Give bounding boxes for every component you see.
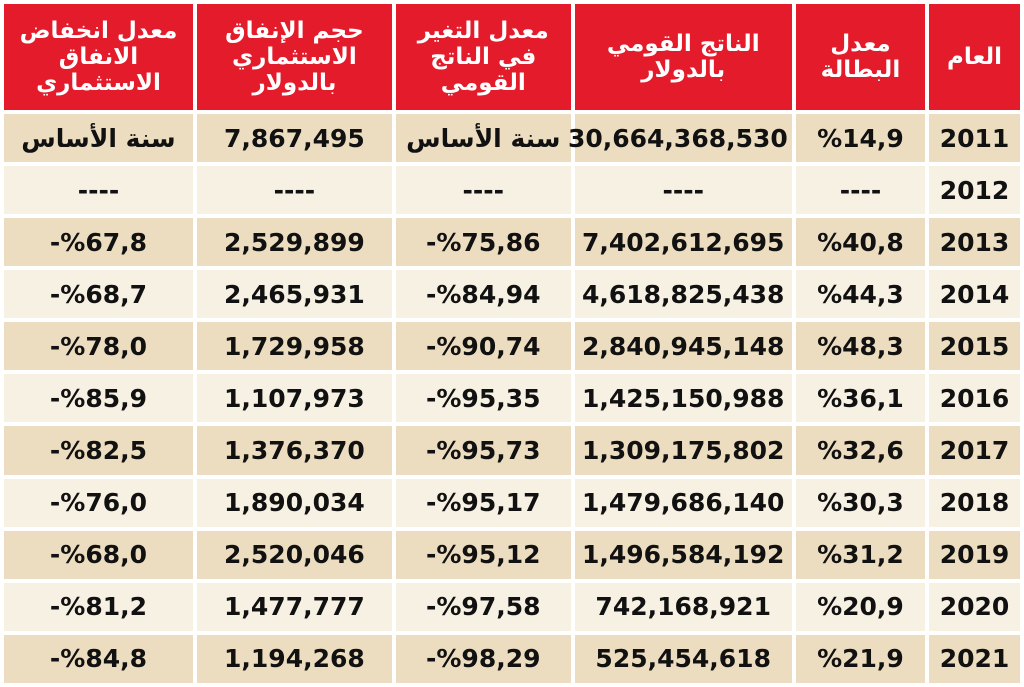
investment-decline-cell: %67,8- xyxy=(4,218,193,267)
table-row: 2017 %32,6 1,309,175,802 %95,73- 1,376,370 %8… xyxy=(4,426,1020,475)
gdp-change-cell: سنة الأساس xyxy=(395,114,571,163)
unemployment-cell: %30,3 xyxy=(795,478,926,527)
year-cell: 2013 xyxy=(929,218,1020,267)
gdp-cell: 2,840,945,148 xyxy=(574,322,792,371)
table-row: 2018 %30,3 1,479,686,140 %95,17- 1,890,034 %7… xyxy=(4,478,1020,527)
gdp-cell: 1,309,175,802 xyxy=(574,426,792,475)
investment-decline-cell: %81,2- xyxy=(4,582,193,631)
year-cell: 2012 xyxy=(929,166,1020,215)
header-row: العام معدل البطالة الناتج القومي بالدولا… xyxy=(4,4,1020,110)
investment-cell: ---- xyxy=(196,166,392,215)
year-cell: 2015 xyxy=(929,322,1020,371)
investment-decline-cell: %85,9- xyxy=(4,374,193,423)
gdp-cell: 7,402,612,695 xyxy=(574,218,792,267)
table-row: 2016 %36,1 1,425,150,988 %95,35- 1,107,973 %8… xyxy=(4,374,1020,423)
investment-decline-cell: %68,0- xyxy=(4,530,193,579)
gdp-change-cell: %95,35- xyxy=(395,374,571,423)
year-cell: 2020 xyxy=(929,582,1020,631)
unemployment-cell: %21,9 xyxy=(795,634,926,683)
investment-decline-cell: %84,8- xyxy=(4,634,193,683)
unemployment-cell: %32,6 xyxy=(795,426,926,475)
unemployment-cell: %48,3 xyxy=(795,322,926,371)
gdp-change-cell: %95,17- xyxy=(395,478,571,527)
investment-decline-cell: %76,0- xyxy=(4,478,193,527)
gdp-cell: 4,618,825,438 xyxy=(574,270,792,319)
investment-cell: 2,520,046 xyxy=(196,530,392,579)
gdp-change-cell: %75,86- xyxy=(395,218,571,267)
unemployment-cell: %40,8 xyxy=(795,218,926,267)
unemployment-cell: ---- xyxy=(795,166,926,215)
year-cell: 2011 xyxy=(929,114,1020,163)
year-cell: 2017 xyxy=(929,426,1020,475)
header-unemployment-rate: معدل البطالة xyxy=(795,4,926,110)
year-cell: 2019 xyxy=(929,530,1020,579)
investment-cell: 1,194,268 xyxy=(196,634,392,683)
investment-cell: 2,465,931 xyxy=(196,270,392,319)
header-investment-decline-rate: معدل انخفاض الانفاق الاستثماري xyxy=(4,4,193,110)
header-year: العام xyxy=(929,4,1020,110)
gdp-change-cell: %98,29- xyxy=(395,634,571,683)
investment-cell: 1,890,034 xyxy=(196,478,392,527)
gdp-change-cell: ---- xyxy=(395,166,571,215)
investment-cell: 7,867,495 xyxy=(196,114,392,163)
table-row: 2021 %21,9 525,454,618 %98,29- 1,194,268 %84,… xyxy=(4,634,1020,683)
investment-cell: 1,376,370 xyxy=(196,426,392,475)
table-row: 2020 %20,9 742,168,921 %97,58- 1,477,777 %81,… xyxy=(4,582,1020,631)
gdp-change-cell: %95,73- xyxy=(395,426,571,475)
gdp-cell: ---- xyxy=(574,166,792,215)
gdp-change-cell: %84,94- xyxy=(395,270,571,319)
gdp-change-cell: %90,74- xyxy=(395,322,571,371)
table-header: العام معدل البطالة الناتج القومي بالدولا… xyxy=(4,4,1020,110)
gdp-cell: 1,496,584,192 xyxy=(574,530,792,579)
gdp-cell: 30,664,368,530 xyxy=(568,114,792,163)
table-row: 2019 %31,2 1,496,584,192 %95,12- 2,520,046 %6… xyxy=(4,530,1020,579)
unemployment-cell: %20,9 xyxy=(795,582,926,631)
investment-cell: 1,477,777 xyxy=(196,582,392,631)
year-cell: 2016 xyxy=(929,374,1020,423)
table-row: 2012 ---- ---- ---- ---- ---- xyxy=(4,166,1020,215)
unemployment-cell: %44,3 xyxy=(795,270,926,319)
table-row: 2014 %44,3 4,618,825,438 %84,94- 2,465,931 %6… xyxy=(4,270,1020,319)
gdp-cell: 1,425,150,988 xyxy=(574,374,792,423)
unemployment-cell: %36,1 xyxy=(795,374,926,423)
unemployment-cell: %14,9 xyxy=(795,114,926,163)
table-body: 2011 %14,9 30,664,368,530 سنة الأساس 7,867,4… xyxy=(4,114,1020,683)
year-cell: 2021 xyxy=(929,634,1020,683)
header-investment-spending: حجم الإنفاق الاستثماري بالدولار xyxy=(196,4,392,110)
header-gdp-change-rate: معدل التغير في الناتج القومي xyxy=(395,4,571,110)
investment-decline-cell: %78,0- xyxy=(4,322,193,371)
unemployment-cell: %31,2 xyxy=(795,530,926,579)
gdp-change-cell: %97,58- xyxy=(395,582,571,631)
investment-decline-cell: سنة الأساس xyxy=(4,114,193,163)
year-cell: 2014 xyxy=(929,270,1020,319)
investment-cell: 1,729,958 xyxy=(196,322,392,371)
gdp-change-cell: %95,12- xyxy=(395,530,571,579)
header-gdp-usd: الناتج القومي بالدولار xyxy=(574,4,792,110)
investment-decline-cell: %68,7- xyxy=(4,270,193,319)
investment-decline-cell: %82,5- xyxy=(4,426,193,475)
investment-cell: 2,529,899 xyxy=(196,218,392,267)
table-row: 2013 %40,8 7,402,612,695 %75,86- 2,529,899 %6… xyxy=(4,218,1020,267)
gdp-cell: 742,168,921 xyxy=(574,582,792,631)
gdp-cell: 1,479,686,140 xyxy=(574,478,792,527)
table-row: 2015 %48,3 2,840,945,148 %90,74- 1,729,958 %7… xyxy=(4,322,1020,371)
investment-cell: 1,107,973 xyxy=(196,374,392,423)
investment-decline-cell: ---- xyxy=(4,166,193,215)
gdp-cell: 525,454,618 xyxy=(574,634,792,683)
year-cell: 2018 xyxy=(929,478,1020,527)
table-row: 2011 %14,9 30,664,368,530 سنة الأساس 7,867,4… xyxy=(4,114,1020,163)
